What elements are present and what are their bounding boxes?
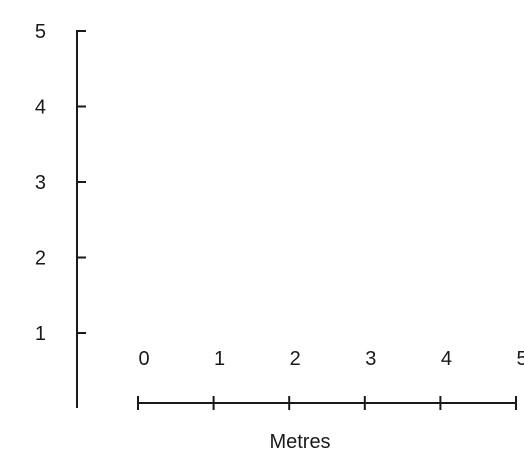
x-tick-labels: 0 1 2 3 4 5 xyxy=(138,348,524,370)
x-tick-label: 2 xyxy=(290,348,301,370)
y-axis: 1 2 3 4 5 xyxy=(35,21,86,408)
x-tick-label: 3 xyxy=(365,348,376,370)
x-tick-label: 0 xyxy=(138,348,149,370)
x-ticks xyxy=(137,396,517,410)
x-axis-title: Metres xyxy=(269,431,330,453)
y-tick-label: 1 xyxy=(35,323,46,345)
x-tick-label: 4 xyxy=(441,348,452,370)
y-tick-label: 5 xyxy=(35,21,46,43)
x-tick-label: 1 xyxy=(214,348,225,370)
y-ticks: 1 2 3 4 5 xyxy=(35,21,86,345)
y-tick-label: 2 xyxy=(35,248,46,270)
y-tick-label: 3 xyxy=(35,172,46,194)
y-tick-label: 4 xyxy=(35,97,46,119)
x-axis: 0 1 2 3 4 5 Metres xyxy=(137,348,524,453)
x-tick-label: 5 xyxy=(516,348,524,370)
